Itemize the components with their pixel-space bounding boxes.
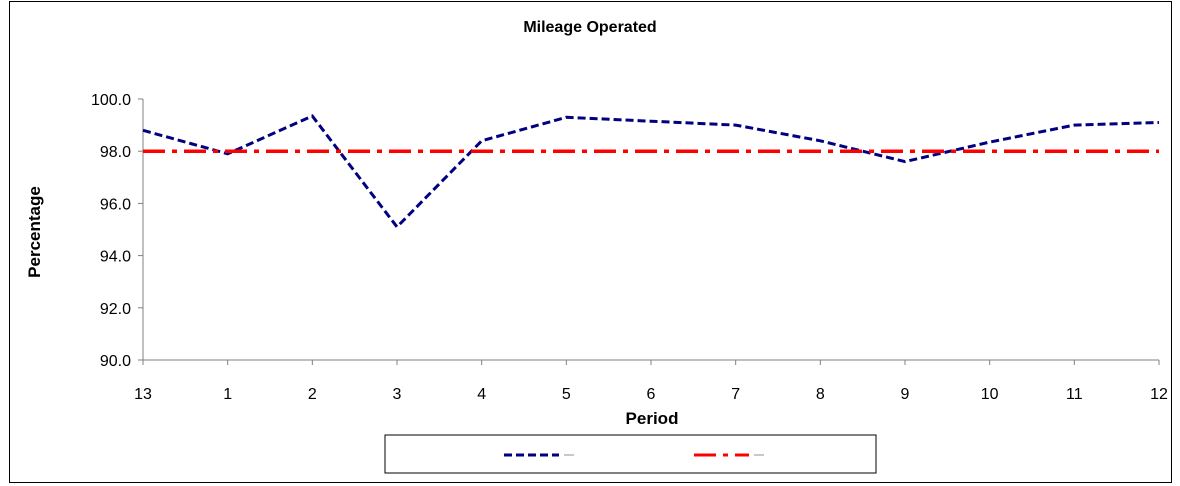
chart-frame bbox=[9, 1, 1172, 483]
x-tick-label: 5 bbox=[562, 386, 571, 403]
legend-box bbox=[384, 434, 877, 474]
x-tick-label: 4 bbox=[477, 386, 486, 403]
x-tick-label: 10 bbox=[981, 386, 999, 403]
x-axis-title: Period bbox=[626, 409, 679, 428]
y-tick-label: 90.0 bbox=[100, 353, 131, 370]
series-line-1 bbox=[142, 114, 1160, 230]
y-tick-label: 92.0 bbox=[100, 301, 131, 318]
y-axis-ticks: 90.0 92.0 94.0 96.0 98.0 100.0 bbox=[91, 92, 143, 370]
x-tick-label: 3 bbox=[393, 386, 402, 403]
legend-items bbox=[504, 453, 764, 457]
x-tick-label: 8 bbox=[816, 386, 825, 403]
x-tick-label: 2 bbox=[308, 386, 317, 403]
x-axis-ticks: 13 1 2 3 4 5 6 7 8 9 10 11 12 bbox=[134, 360, 1168, 403]
y-axis-title: Percentage bbox=[25, 186, 44, 278]
series-lines bbox=[142, 114, 1160, 230]
x-tick-label: 11 bbox=[1066, 386, 1083, 403]
y-tick-label: 100.0 bbox=[91, 92, 131, 109]
legend bbox=[384, 434, 877, 474]
y-tick-label: 96.0 bbox=[100, 196, 131, 213]
x-tick-label: 1 bbox=[223, 386, 232, 403]
x-tick-label: 6 bbox=[647, 386, 656, 403]
y-tick-label: 94.0 bbox=[100, 249, 131, 266]
x-tick-label: 7 bbox=[731, 386, 740, 403]
legend-label-mark-2 bbox=[754, 454, 764, 456]
y-tick-label: 98.0 bbox=[100, 144, 131, 161]
x-tick-label: 12 bbox=[1150, 386, 1168, 403]
chart-title: Mileage Operated bbox=[523, 19, 656, 36]
x-tick-label: 9 bbox=[901, 386, 910, 403]
legend-label-mark-1 bbox=[564, 454, 574, 456]
x-tick-label: 13 bbox=[134, 386, 152, 403]
